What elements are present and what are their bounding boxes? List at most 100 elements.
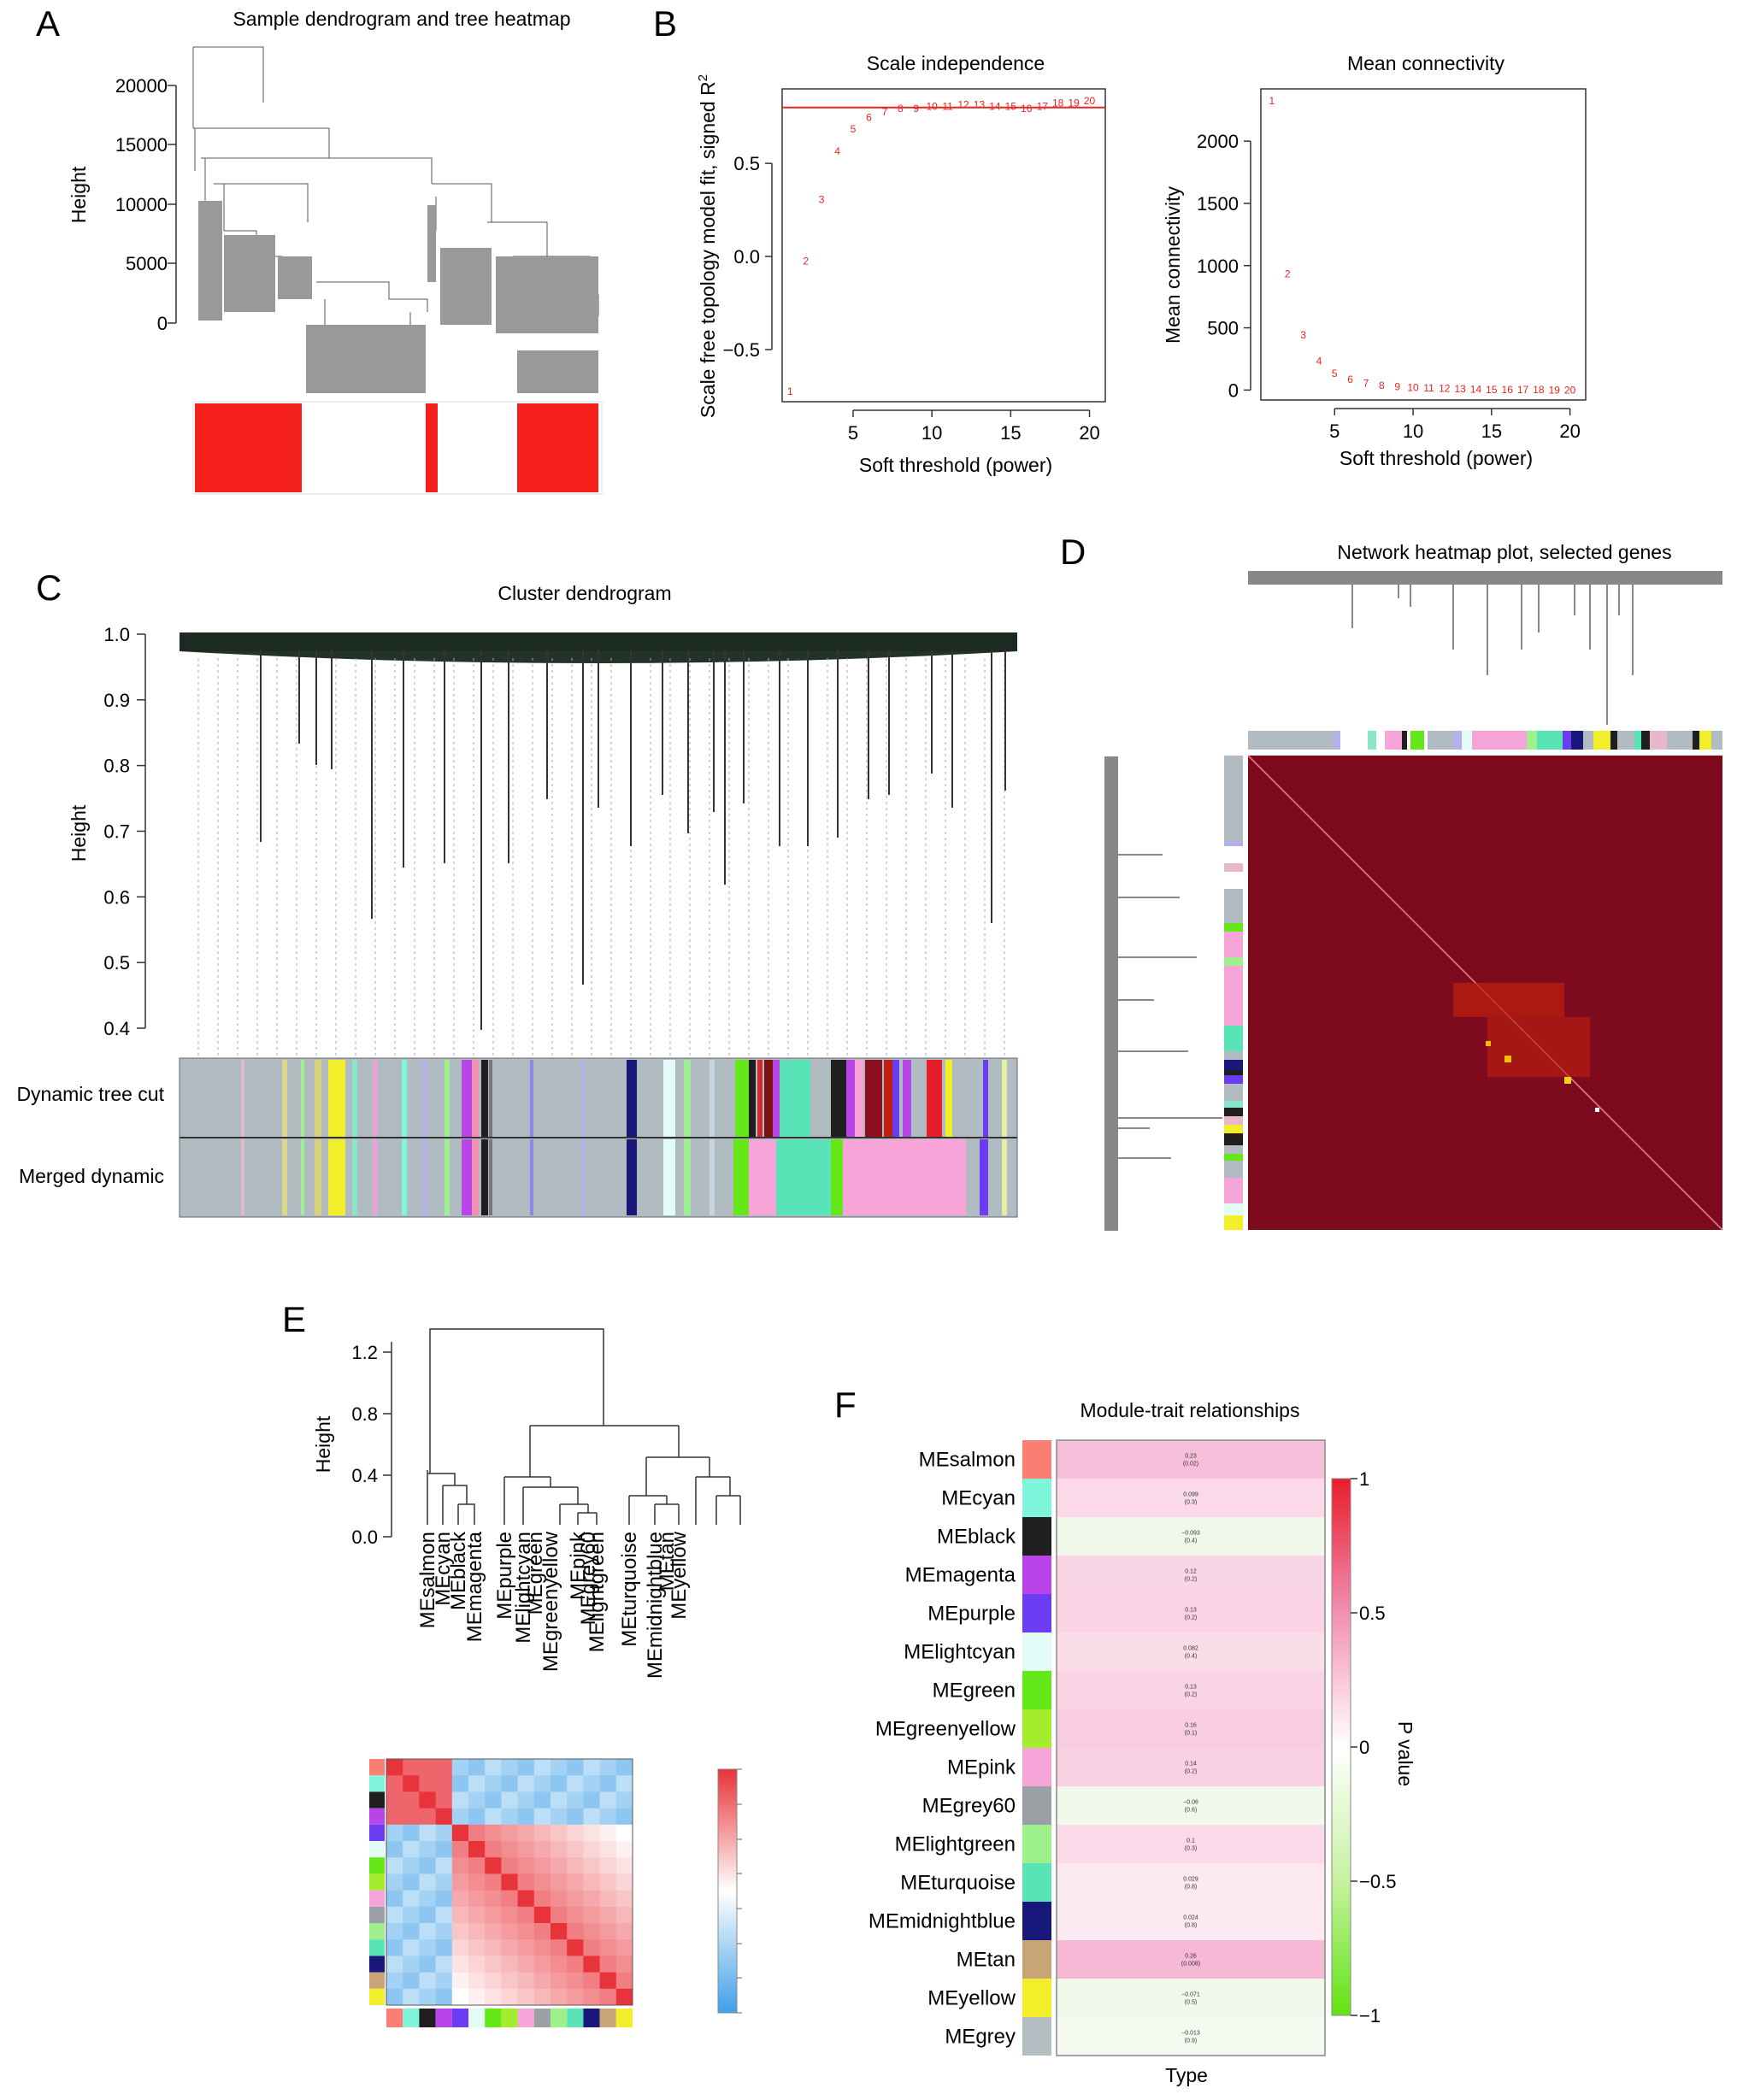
module-label: MEturquoise xyxy=(900,1872,1016,1895)
data-point-label: 15 xyxy=(1486,384,1498,396)
module-color-band xyxy=(1224,1145,1243,1154)
eigengene-color-swatch xyxy=(369,1824,385,1841)
heatmap-cell xyxy=(468,1923,486,1940)
heatmap-cell xyxy=(419,1890,437,1908)
module-color-band xyxy=(1224,1084,1243,1101)
trait-cell xyxy=(1057,1517,1325,1556)
module-color-band xyxy=(831,1060,846,1137)
correlation-value: 0.14 xyxy=(1185,1762,1197,1768)
data-point-label: 10 xyxy=(1407,381,1419,393)
module-color-band xyxy=(328,1060,345,1137)
p-value: (0.02) xyxy=(1183,1462,1198,1468)
module-color-band xyxy=(884,1060,892,1137)
heatmap-cell xyxy=(615,1841,633,1858)
correlation-value: 0.099 xyxy=(1183,1492,1198,1498)
panel-f-color-legend xyxy=(1331,1478,1351,2016)
heatmap-cell xyxy=(567,1988,584,2006)
module-color-band xyxy=(328,1139,345,1215)
module-color-band xyxy=(1224,957,1243,966)
heatmap-cell xyxy=(501,1988,519,2006)
panel-e-letter: E xyxy=(282,1299,306,1339)
heatmap-cell xyxy=(517,1906,535,1924)
trait-cell xyxy=(1057,1556,1325,1594)
data-point-label: 4 xyxy=(834,145,840,157)
module-color-band xyxy=(1224,932,1243,957)
module-color-band xyxy=(1334,731,1340,750)
data-point-label: 19 xyxy=(1068,97,1080,109)
heatmap-cell xyxy=(501,1824,519,1842)
x-tick-label: 20 xyxy=(1079,422,1099,444)
eigengene-color-swatch xyxy=(567,2009,584,2027)
heatmap-cell xyxy=(435,1824,453,1842)
data-point-label: 14 xyxy=(1470,383,1482,395)
data-point-label: 17 xyxy=(1517,384,1529,396)
module-color-swatch xyxy=(1022,1863,1051,1902)
heatmap-cell xyxy=(485,1939,502,1956)
heatmap-cell xyxy=(403,1808,420,1826)
heatmap-cell xyxy=(435,1874,453,1891)
correlation-value: 0.12 xyxy=(1185,1569,1197,1575)
correlation-value: −0.013 xyxy=(1181,2031,1200,2037)
module-color-swatch xyxy=(1022,1594,1051,1632)
heatmap-cell xyxy=(435,1791,453,1809)
heatmap-cell xyxy=(567,1874,584,1891)
panel-a-ytick: 10000 xyxy=(115,194,168,215)
heatmap-cell xyxy=(435,1775,453,1792)
module-color-band xyxy=(301,1060,304,1137)
module-color-band xyxy=(846,1060,855,1137)
module-color-band xyxy=(1224,1075,1243,1084)
module-color-band xyxy=(627,1060,637,1137)
heatmap-cell xyxy=(615,1759,633,1776)
data-point-label: 9 xyxy=(1394,380,1400,392)
eigengene-color-swatch xyxy=(369,1791,385,1809)
eigengene-color-swatch xyxy=(369,1923,385,1940)
heatmap-cell xyxy=(435,1841,453,1858)
panel-e-ylabel: Height xyxy=(312,1415,334,1473)
trait-cell xyxy=(1057,1594,1325,1632)
heatmap-cell xyxy=(533,1808,551,1826)
heatmap-cell xyxy=(599,1874,617,1891)
panel-e-legend-ticks xyxy=(737,1768,742,2014)
heatmap-cell xyxy=(468,1906,486,1924)
heatmap-cell xyxy=(451,1988,469,2006)
heatmap-cell xyxy=(615,1808,633,1826)
eigengene-label: MEturquoise xyxy=(618,1532,641,1647)
heatmap-cell xyxy=(615,1791,633,1809)
eigengene-label: MEpink xyxy=(567,1531,590,1600)
module-color-band xyxy=(663,1060,675,1137)
heatmap-cell xyxy=(468,1939,486,1956)
heatmap-cell xyxy=(419,1939,437,1956)
heatmap-cell xyxy=(451,1874,469,1891)
heatmap-cell xyxy=(501,1841,519,1858)
module-color-band xyxy=(733,1139,749,1215)
heatmap-frame xyxy=(386,1758,633,2006)
heatmap-cell xyxy=(517,1791,535,1809)
module-color-band xyxy=(1699,731,1711,750)
heatmap-cell xyxy=(485,1874,502,1891)
module-color-band xyxy=(710,1060,715,1137)
heatmap-cell xyxy=(533,1824,551,1842)
data-point-label: 3 xyxy=(1300,329,1306,341)
trait-cell xyxy=(1057,1940,1325,1979)
heatmap-cell xyxy=(468,1824,486,1842)
heatmap-cell xyxy=(468,1791,486,1809)
heatmap-cell xyxy=(583,1972,601,1990)
eigengene-color-swatch xyxy=(419,2009,436,2027)
heatmap-cell xyxy=(567,1759,584,1776)
panel-e-y-axis: 0.0 0.4 0.8 1.2 xyxy=(351,1342,392,1548)
heatmap-cell xyxy=(583,1956,601,1974)
eigengene-label: MEblack xyxy=(447,1531,470,1610)
p-value: (0.008) xyxy=(1181,1962,1200,1968)
heatmap-cell xyxy=(615,1923,633,1940)
module-color-band xyxy=(1224,1070,1243,1075)
trait-cell xyxy=(1057,1902,1325,1940)
heatmap-cell xyxy=(403,1906,420,1924)
data-point-label: 16 xyxy=(1021,103,1033,115)
panel-f-title: Module-trait relationships xyxy=(1080,1399,1300,1421)
trait-cell xyxy=(1057,1479,1325,1517)
module-color-swatch xyxy=(1022,1940,1051,1979)
module-color-band xyxy=(773,1060,780,1137)
module-color-band xyxy=(764,1060,773,1137)
heatmap-cell xyxy=(501,1939,519,1956)
y-tick-label: 0.5 xyxy=(733,153,760,174)
